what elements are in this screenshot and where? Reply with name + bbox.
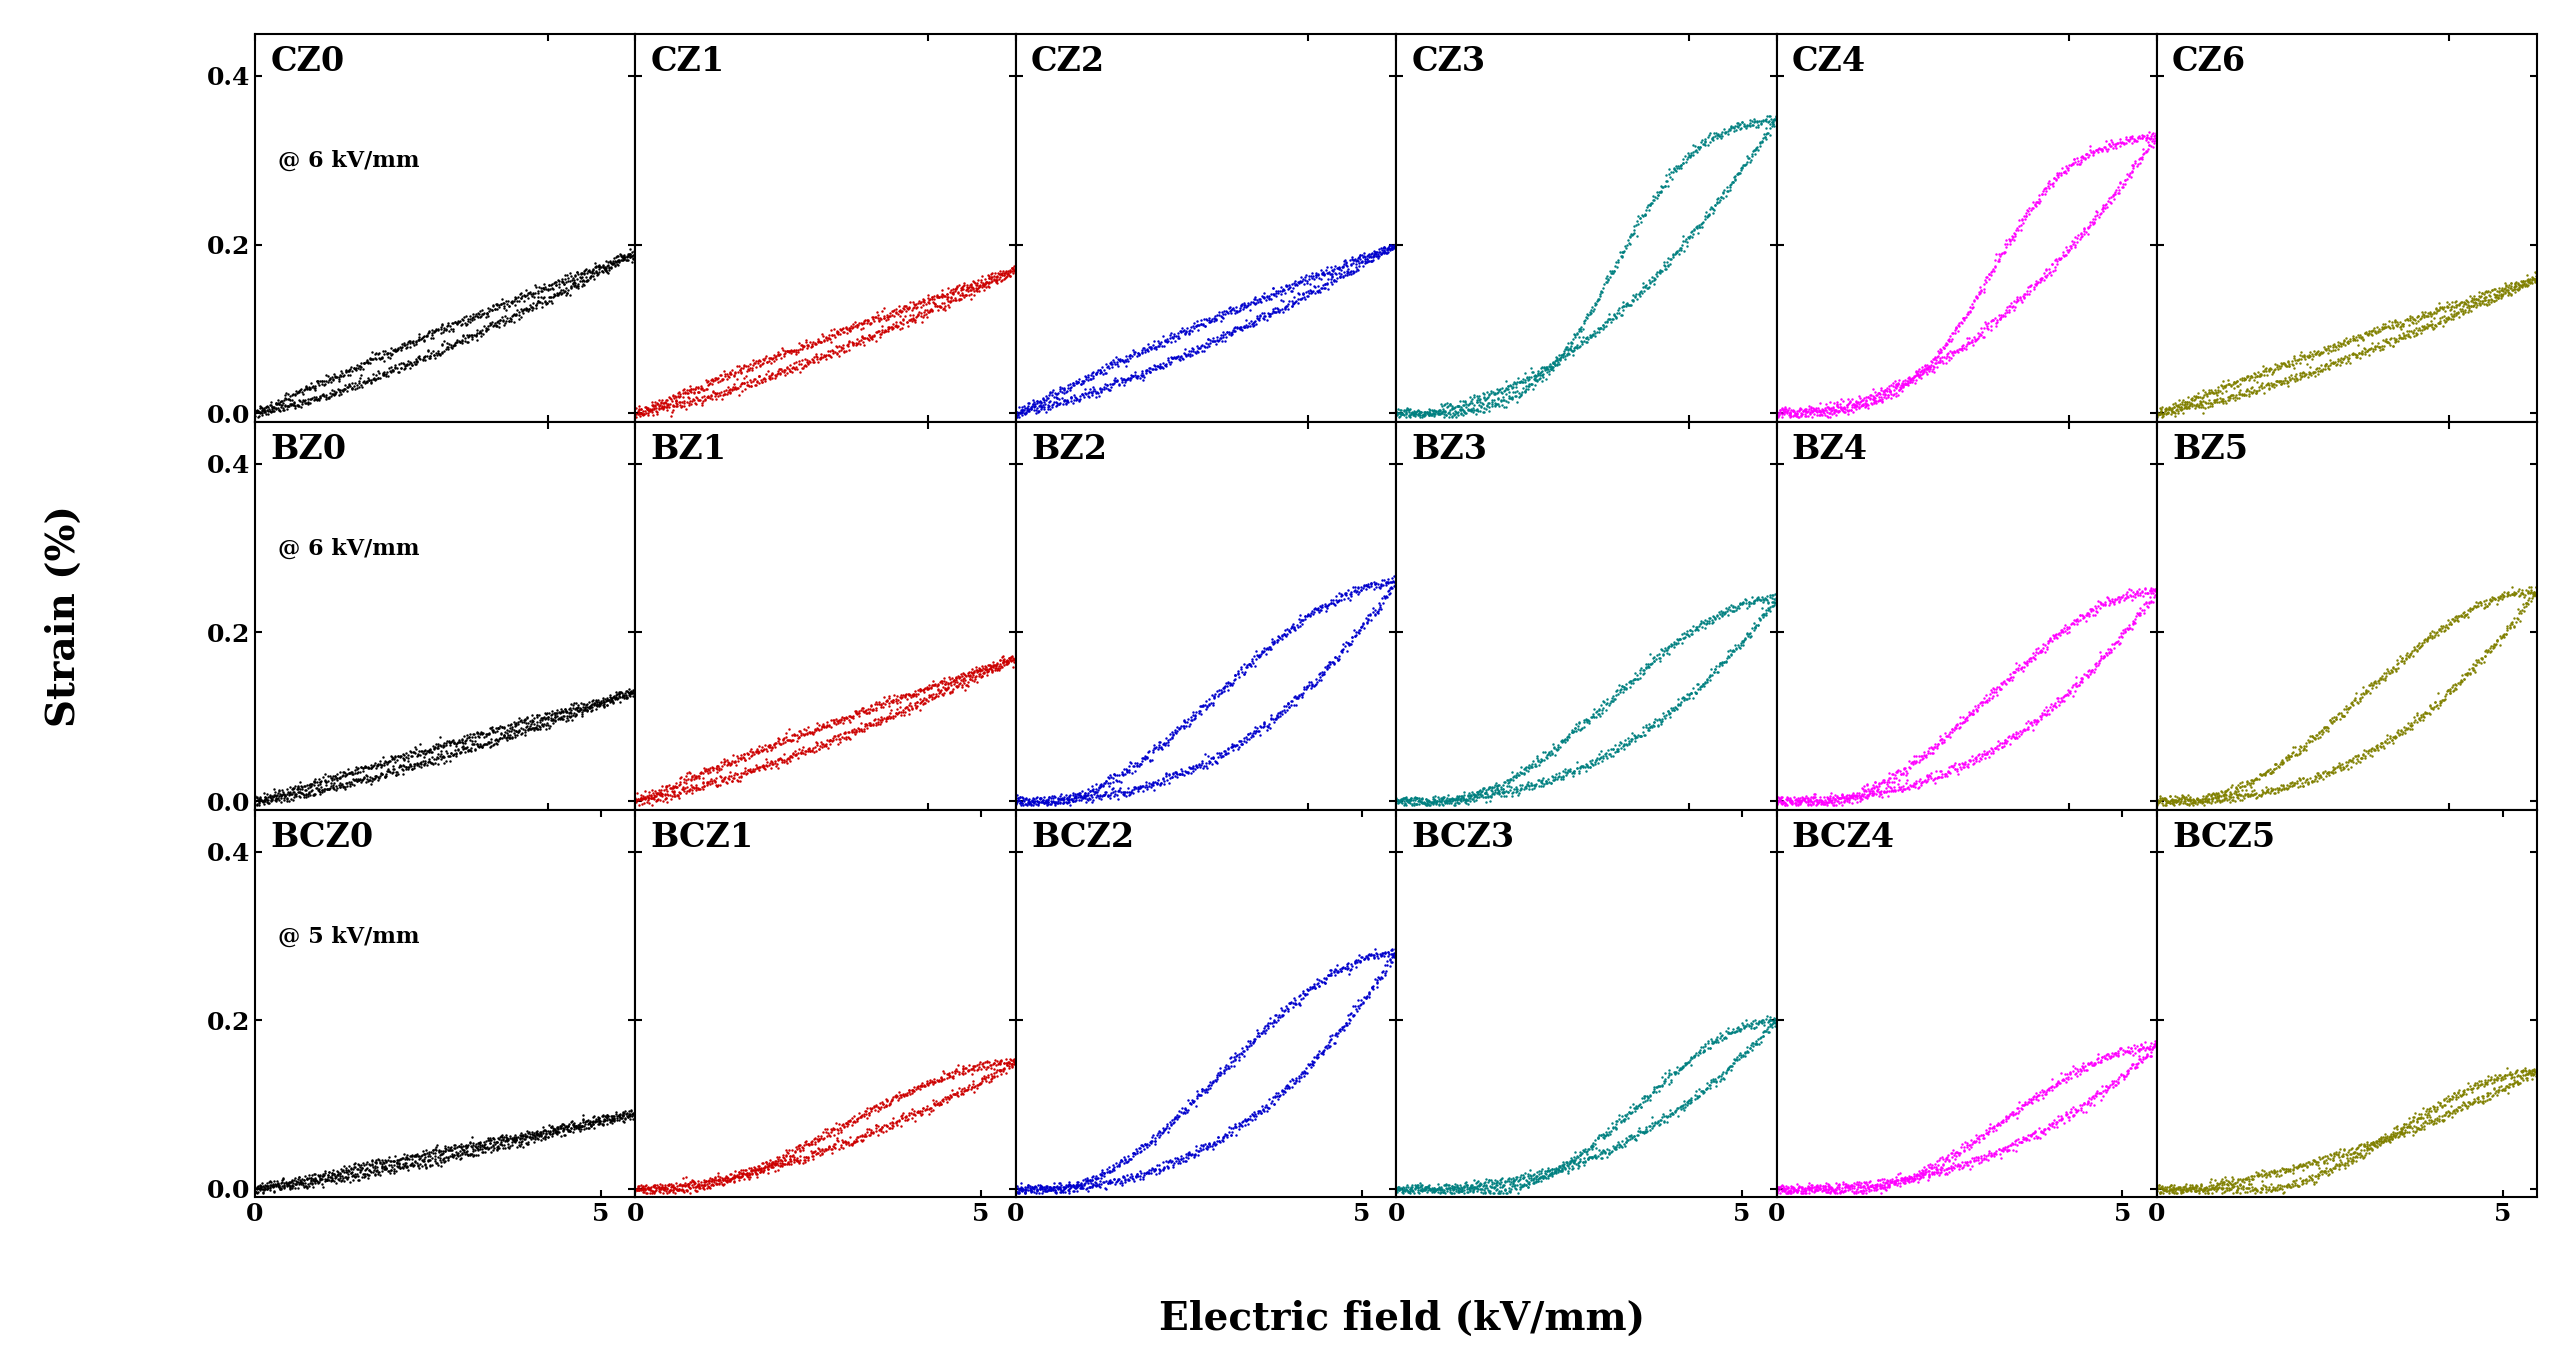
Text: @ 6 kV/mm: @ 6 kV/mm (278, 538, 418, 560)
Text: BZ1: BZ1 (650, 433, 727, 467)
Text: BZ4: BZ4 (1793, 433, 1867, 467)
Text: BZ0: BZ0 (270, 433, 347, 467)
Text: CZ6: CZ6 (2173, 46, 2247, 78)
Text: Electric field (kV/mm): Electric field (kV/mm) (1160, 1300, 1645, 1338)
Text: BCZ1: BCZ1 (650, 821, 755, 854)
Text: @ 5 kV/mm: @ 5 kV/mm (278, 925, 418, 948)
Text: CZ2: CZ2 (1030, 46, 1104, 78)
Text: BZ3: BZ3 (1410, 433, 1487, 467)
Text: BCZ2: BCZ2 (1030, 821, 1135, 854)
Text: CZ3: CZ3 (1410, 46, 1487, 78)
Text: @ 6 kV/mm: @ 6 kV/mm (278, 150, 418, 172)
Text: Strain (%): Strain (%) (46, 505, 82, 727)
Text: BCZ4: BCZ4 (1793, 821, 1895, 854)
Text: BZ2: BZ2 (1030, 433, 1107, 467)
Text: BCZ5: BCZ5 (2173, 821, 2275, 854)
Text: CZ0: CZ0 (270, 46, 344, 78)
Text: BZ5: BZ5 (2173, 433, 2249, 467)
Text: BCZ3: BCZ3 (1410, 821, 1515, 854)
Text: BCZ0: BCZ0 (270, 821, 372, 854)
Text: CZ1: CZ1 (650, 46, 724, 78)
Text: CZ4: CZ4 (1793, 46, 1867, 78)
